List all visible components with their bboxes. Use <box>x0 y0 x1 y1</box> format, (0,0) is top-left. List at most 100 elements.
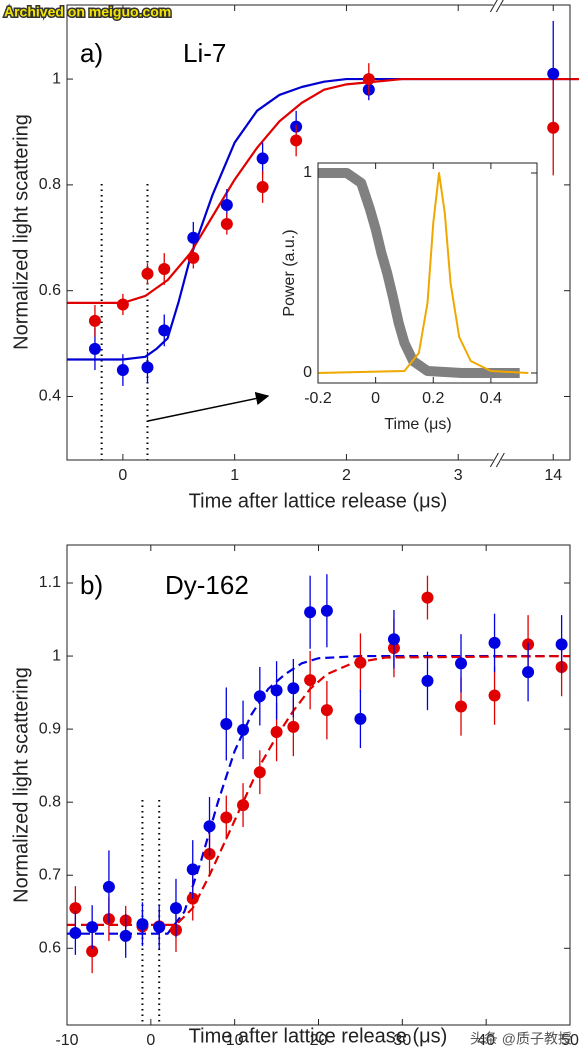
watermark: Archived on meiguo.com <box>4 4 171 20</box>
data-point <box>69 902 82 915</box>
x-tick-label: 20 <box>310 1032 328 1049</box>
axes-frame <box>66 544 571 1026</box>
data-point <box>455 657 468 670</box>
data-point <box>237 723 250 736</box>
data-point <box>102 880 115 893</box>
data-point <box>141 361 154 374</box>
fit-line <box>318 168 520 378</box>
data-point <box>547 67 560 80</box>
data-point <box>116 364 129 377</box>
x-tick-label: 0 <box>118 467 127 484</box>
data-point <box>555 638 568 651</box>
x-tick-label: 0.4 <box>480 390 502 407</box>
data-point <box>88 314 101 327</box>
chart-title: Dy-162 <box>165 570 249 600</box>
data-point <box>220 811 233 824</box>
data-point <box>421 674 434 687</box>
data-point <box>488 689 501 702</box>
data-point <box>421 591 434 604</box>
data-point <box>220 218 233 231</box>
axes-frame <box>317 162 538 384</box>
data-point <box>253 766 266 779</box>
y-axis-label: Normalized light scattering <box>10 114 32 350</box>
y-tick-label: 0.6 <box>39 282 61 299</box>
y-tick-label: 0.9 <box>39 720 61 737</box>
data-point <box>304 674 317 687</box>
data-point <box>253 690 266 703</box>
x-tick-label: 10 <box>226 1032 244 1049</box>
data-point <box>187 251 200 264</box>
y-tick-label: 0.4 <box>39 388 61 405</box>
axis-break <box>489 0 498 13</box>
data-point <box>69 926 82 939</box>
x-axis-label: Time after lattice release (μs) <box>189 490 448 512</box>
x-tick-label: 1 <box>230 467 239 484</box>
axis-break <box>495 452 505 468</box>
data-point <box>86 921 99 934</box>
data-point <box>141 267 154 280</box>
x-tick-label: 0.2 <box>422 390 444 407</box>
x-tick-label: -0.2 <box>304 390 332 407</box>
data-point <box>270 684 283 697</box>
data-point <box>119 929 132 942</box>
data-point <box>287 720 300 733</box>
y-tick-label: 0.8 <box>39 793 61 810</box>
y-tick-label: 0.7 <box>39 866 61 883</box>
plot-area <box>318 163 537 383</box>
panel-label: b) <box>80 570 103 600</box>
x-tick-label: 50 <box>561 1032 579 1049</box>
data-point <box>169 902 182 915</box>
data-point <box>237 799 250 812</box>
data-point <box>186 863 199 876</box>
y-axis-label: Normalized light scattering <box>10 667 32 903</box>
data-point <box>220 717 233 730</box>
data-point <box>320 704 333 717</box>
axis-break <box>495 0 504 13</box>
data-point <box>136 918 149 931</box>
x-axis-label: Time after lattice release (μs) <box>189 1025 448 1047</box>
data-point <box>488 636 501 649</box>
data-point <box>354 712 367 725</box>
arrow <box>147 391 270 422</box>
data-point <box>354 656 367 669</box>
panel-label: a) <box>80 38 103 68</box>
y-tick-label: 1 <box>303 164 312 181</box>
data-point <box>362 73 375 86</box>
data-point <box>522 666 535 679</box>
fit-line <box>67 77 579 304</box>
fit-line <box>317 172 529 374</box>
y-tick-label: 0 <box>303 364 312 381</box>
y-tick-label: 0.6 <box>39 940 61 957</box>
data-point <box>256 152 269 165</box>
y-tick-label: 0.8 <box>39 176 61 193</box>
data-point <box>287 682 300 695</box>
y-tick-label: 1.1 <box>39 574 61 591</box>
axis-break-gap <box>493 457 502 463</box>
y-tick-label: 1 <box>52 647 61 664</box>
axis-break <box>489 452 499 468</box>
x-axis-label: Time (μs) <box>384 416 451 433</box>
data-point <box>158 263 171 276</box>
fit-line <box>67 654 570 935</box>
x-tick-label: -10 <box>55 1032 78 1049</box>
axis-break-gap <box>493 2 502 8</box>
data-point <box>290 134 303 147</box>
fit-line <box>67 654 571 927</box>
panel-b: -10 0 10 20 30 40 50 0.6 0.7 0.8 0.9 1 1.1 Time after… <box>10 544 579 1049</box>
credit: 头条 @质子教授 <box>470 1031 572 1047</box>
x-tick-label: 14 <box>544 467 562 484</box>
data-point <box>86 945 99 958</box>
data-point <box>220 198 233 211</box>
inset: -0.2 0 0.2 0.4 0 1 Time (μs) Power (a.u.) <box>281 162 538 433</box>
data-point <box>387 633 400 646</box>
data-point <box>153 921 166 934</box>
data-point <box>304 606 317 619</box>
data-point <box>270 726 283 739</box>
data-point <box>320 604 333 617</box>
y-axis-label: Power (a.u.) <box>281 229 298 316</box>
data-point <box>116 298 129 311</box>
x-tick-label: 30 <box>393 1032 411 1049</box>
data-point <box>187 231 200 244</box>
